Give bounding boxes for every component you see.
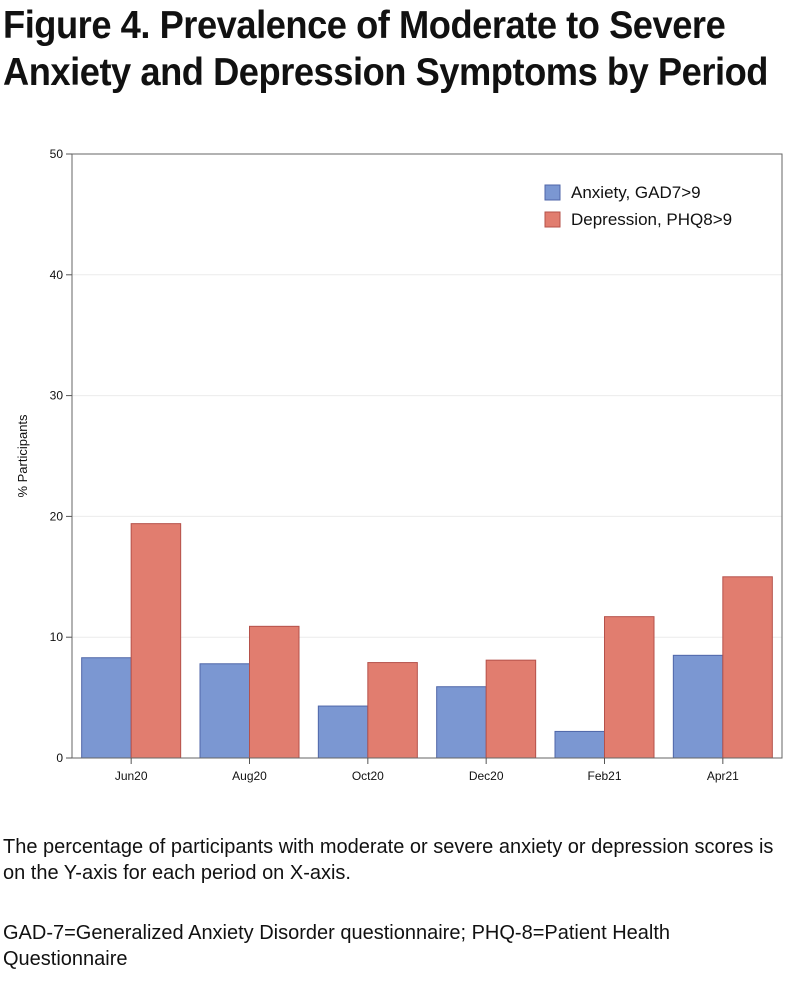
anxiety-bar-apr21 xyxy=(672,654,724,759)
bars xyxy=(81,523,773,759)
anxiety-bar-jun20 xyxy=(81,657,132,759)
depression-bar-aug20 xyxy=(249,625,300,759)
legend-swatch-anxiety xyxy=(544,184,561,201)
axes: 0 10 20 30 40 50 Jun20 Aug20 Oct20 Dec20 Feb21 Apr2… xyxy=(50,147,740,783)
y-tick-label: 0 xyxy=(56,751,63,765)
legend: Anxiety, GAD7>9 Depression, PHQ8>9 xyxy=(544,183,732,229)
plot-frame xyxy=(71,153,783,759)
y-tick-label: 20 xyxy=(50,509,64,523)
gridlines xyxy=(72,274,782,638)
anxiety-bar-oct20 xyxy=(317,705,369,759)
x-tick-label: Feb21 xyxy=(587,769,621,783)
anxiety-bar-feb21 xyxy=(554,730,605,759)
legend-swatch-depression xyxy=(544,211,561,228)
legend-label-anxiety: Anxiety, GAD7>9 xyxy=(571,183,701,202)
depression-bar-apr21 xyxy=(722,576,773,759)
depression-bar-feb21 xyxy=(604,616,655,759)
y-tick-label: 40 xyxy=(50,268,64,282)
figure-title-line-2: Anxiety and Depression Symptoms by Perio… xyxy=(3,51,768,94)
figure-title: Figure 4. Prevalence of Moderate to Seve… xyxy=(3,2,768,96)
y-axis-label: % Participants xyxy=(15,414,30,498)
depression-bar-jun20 xyxy=(130,523,182,759)
x-tick-label: Oct20 xyxy=(352,769,384,783)
x-tick-label: Jun20 xyxy=(115,769,148,783)
y-tick-label: 30 xyxy=(50,389,64,403)
y-tick-label: 10 xyxy=(50,630,64,644)
figure-title-line-1: Figure 4. Prevalence of Moderate to Seve… xyxy=(3,4,726,47)
anxiety-bar-aug20 xyxy=(199,663,250,759)
depression-bar-dec20 xyxy=(485,659,537,759)
depression-bar-oct20 xyxy=(367,662,418,759)
y-tick-label: 50 xyxy=(50,147,64,161)
x-tick-label: Apr21 xyxy=(707,769,739,783)
bar-chart: 0 10 20 30 40 50 Jun20 Aug20 Oct20 Dec20 Feb21 Apr2… xyxy=(15,147,783,783)
anxiety-bar-dec20 xyxy=(436,686,487,759)
legend-label-depression: Depression, PHQ8>9 xyxy=(571,210,732,229)
caption-abbreviations: GAD-7=Generalized Anxiety Disorder quest… xyxy=(3,922,671,970)
x-tick-label: Aug20 xyxy=(232,769,267,783)
caption-description: The percentage of participants with mode… xyxy=(3,836,774,884)
x-tick-label: Dec20 xyxy=(469,769,504,783)
